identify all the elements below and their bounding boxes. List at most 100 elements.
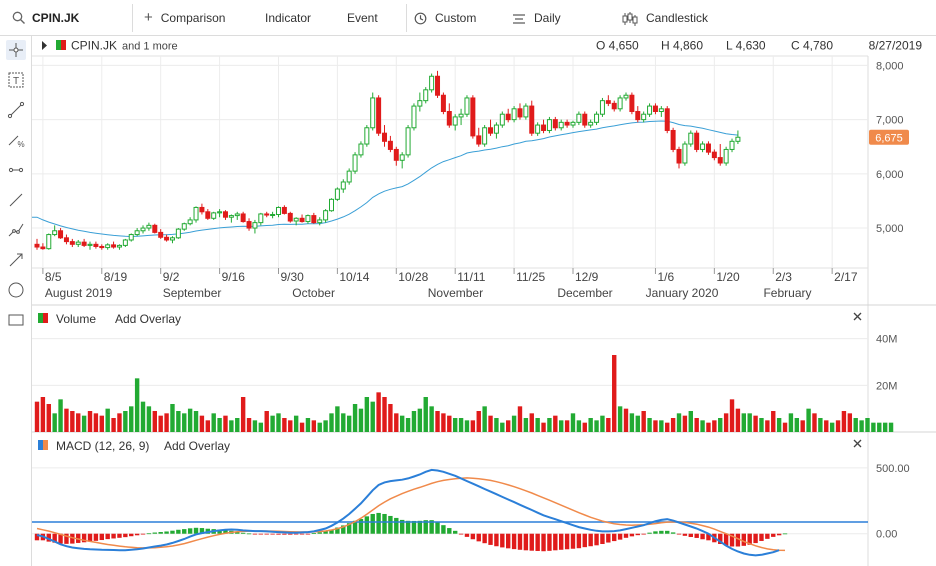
- histogram-bar: [99, 533, 104, 541]
- rectangle-tool[interactable]: [6, 310, 26, 330]
- candle-body: [688, 132, 694, 145]
- candle-body: [181, 223, 187, 230]
- volume-bar: [635, 415, 640, 432]
- histogram-bar: [81, 533, 87, 543]
- histogram-bar: [741, 533, 746, 546]
- candle-body: [93, 243, 99, 247]
- comparison-button[interactable]: + Comparison: [144, 0, 225, 36]
- line-tool[interactable]: [6, 100, 26, 120]
- volume-bar: [676, 413, 682, 432]
- histogram-bar: [341, 525, 346, 534]
- x-tick-label: 11/25: [516, 270, 545, 284]
- chart-type-button[interactable]: Candlestick: [622, 0, 708, 36]
- expand-triangle-icon[interactable]: [42, 41, 47, 50]
- volume-bar: [93, 413, 99, 432]
- crosshair-tool[interactable]: [6, 40, 26, 60]
- histogram-bar: [364, 516, 370, 534]
- histogram-bar: [117, 533, 122, 538]
- histogram-bar: [258, 533, 264, 535]
- ellipse-tool[interactable]: [6, 280, 26, 300]
- candle-body: [576, 113, 582, 123]
- candle-body: [499, 113, 505, 126]
- volume-add-overlay[interactable]: Add Overlay: [115, 312, 181, 326]
- macd-y-axis: 500.00 0.00: [876, 463, 910, 541]
- volume-bar: [488, 415, 493, 432]
- histogram-bar: [58, 533, 63, 544]
- candle-body: [452, 116, 458, 126]
- custom-range-button[interactable]: Custom: [414, 0, 476, 36]
- candle-body: [458, 113, 464, 118]
- event-button[interactable]: Event: [347, 0, 378, 36]
- percent-line-icon: %: [8, 135, 25, 149]
- volume-bar: [252, 420, 258, 432]
- volume-bar: [506, 420, 511, 432]
- histogram-bar: [747, 533, 752, 545]
- candle-body: [134, 230, 140, 236]
- histogram-bar: [718, 533, 723, 544]
- chart-type-label: Candlestick: [646, 11, 709, 25]
- candle-body: [705, 143, 711, 153]
- volume-bar: [706, 422, 711, 432]
- symbol-search[interactable]: CPIN.JK: [0, 0, 132, 35]
- divider: [132, 4, 133, 32]
- histogram-bar: [335, 527, 340, 534]
- macd-histogram: [34, 512, 788, 552]
- histogram-bar: [329, 529, 334, 534]
- candle-body: [352, 154, 358, 172]
- polyline-icon: [8, 223, 24, 237]
- histogram-bar: [405, 520, 411, 534]
- histogram-bar: [535, 533, 540, 551]
- volume-bar: [134, 378, 140, 432]
- volume-bar: [882, 422, 888, 432]
- volume-close-icon[interactable]: [853, 312, 862, 321]
- volume-bar: [782, 422, 788, 432]
- circle-icon: [8, 282, 24, 298]
- volume-bar: [741, 413, 746, 432]
- histogram-bar: [476, 533, 481, 542]
- text-tool[interactable]: T: [6, 70, 26, 90]
- candle-body: [440, 94, 446, 112]
- interval-button[interactable]: Daily: [512, 0, 561, 36]
- candle-body: [552, 119, 558, 129]
- symbol-input[interactable]: CPIN.JK: [32, 11, 80, 25]
- histogram-bar: [441, 525, 446, 534]
- volume-bar: [600, 415, 605, 432]
- histogram-bar: [635, 533, 640, 536]
- trend-line-tool[interactable]: [6, 190, 26, 210]
- histogram-bar: [52, 533, 57, 543]
- candle-body: [175, 228, 181, 239]
- arrow-tool[interactable]: [6, 250, 26, 270]
- x-tick-label: 8/5: [45, 270, 62, 284]
- histogram-bar: [458, 533, 464, 535]
- legend-more[interactable]: and 1 more: [122, 41, 178, 53]
- histogram-bar: [270, 533, 275, 535]
- candle-body: [387, 140, 393, 150]
- indicator-button[interactable]: Indicator: [265, 0, 311, 36]
- volume-bar: [323, 420, 328, 432]
- volume-bar: [464, 420, 470, 432]
- candle-body: [346, 170, 352, 183]
- volume-bar: [517, 406, 523, 432]
- interval-label: Daily: [534, 11, 561, 25]
- macd-close-icon[interactable]: [853, 439, 862, 448]
- candle-body: [193, 206, 199, 221]
- macd-add-overlay[interactable]: Add Overlay: [164, 439, 230, 453]
- histogram-bar: [305, 533, 311, 535]
- legend-close: C 4,780: [791, 39, 833, 53]
- volume-bar: [299, 422, 305, 432]
- candle-body: [58, 230, 64, 239]
- candle-body: [411, 105, 417, 129]
- volume-bar: [199, 415, 205, 432]
- percent-tool[interactable]: %: [6, 130, 26, 150]
- y-tick-label: 8,000: [876, 60, 904, 72]
- macd-grid: [32, 467, 868, 535]
- candle-body: [717, 157, 723, 164]
- histogram-bar: [647, 532, 652, 534]
- horizontal-ray-tool[interactable]: [6, 160, 26, 180]
- candle-body: [75, 241, 81, 245]
- candle-body: [535, 124, 541, 134]
- histogram-bar: [87, 533, 93, 542]
- polyline-tool[interactable]: [6, 220, 26, 240]
- divider: [406, 4, 407, 32]
